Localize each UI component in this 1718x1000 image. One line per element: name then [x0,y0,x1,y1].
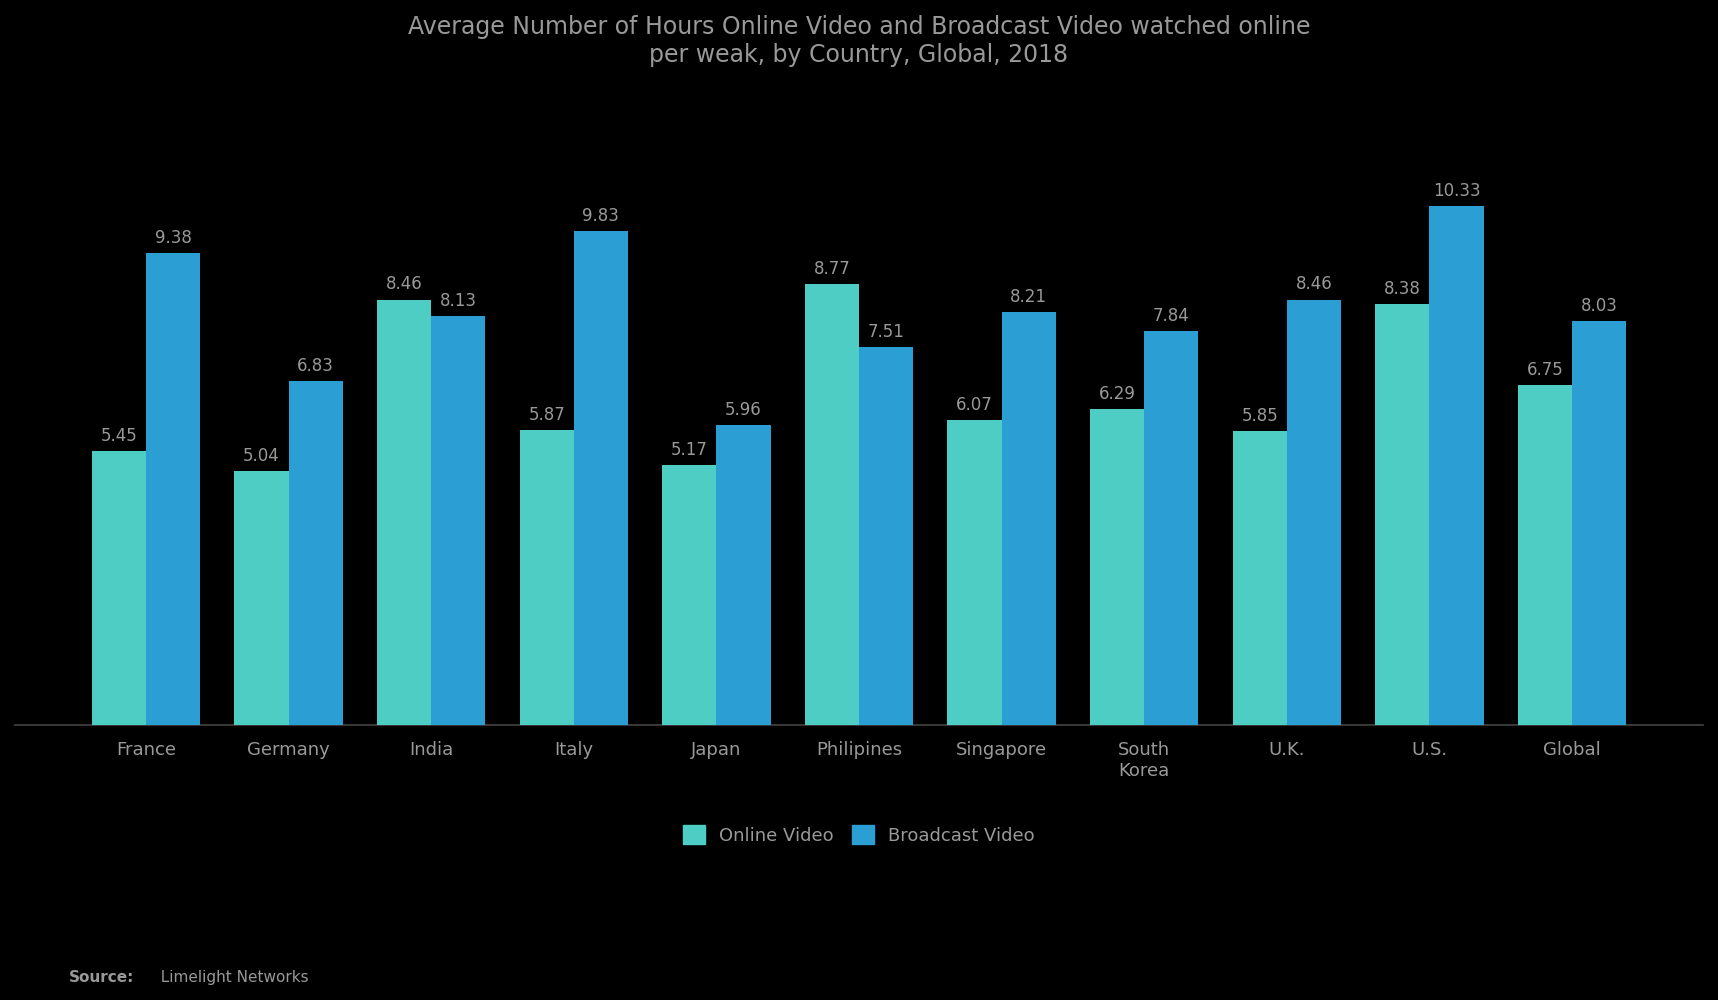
Text: 5.45: 5.45 [100,427,137,445]
Text: Source:: Source: [69,970,134,985]
Text: 8.03: 8.03 [1581,297,1618,315]
Bar [91,451,146,725]
Bar [376,300,431,725]
Text: 8.38: 8.38 [1385,280,1421,298]
Bar [1519,385,1572,725]
Bar [1287,300,1342,725]
Bar [1572,321,1627,725]
Text: 5.17: 5.17 [670,441,708,459]
Bar [519,430,574,725]
Bar [1232,431,1287,725]
Bar [1089,409,1144,725]
Bar [431,316,486,725]
Text: 5.85: 5.85 [1242,407,1278,425]
Text: 5.87: 5.87 [529,406,565,424]
Bar [804,284,859,725]
Text: 7.84: 7.84 [1153,307,1189,325]
Text: 8.77: 8.77 [814,260,850,278]
Bar [716,425,771,725]
Text: 5.04: 5.04 [242,447,280,465]
Text: 6.83: 6.83 [297,357,333,375]
Text: 10.33: 10.33 [1433,182,1481,200]
Text: 8.13: 8.13 [440,292,478,310]
Bar [1429,206,1484,725]
Bar [1144,331,1199,725]
Bar [859,347,914,725]
Title: Average Number of Hours Online Video and Broadcast Video watched online
per weak: Average Number of Hours Online Video and… [407,15,1311,67]
Text: 8.46: 8.46 [1295,275,1333,293]
Text: 6.07: 6.07 [957,396,993,414]
Text: 8.21: 8.21 [1010,288,1048,306]
Legend: Online Video, Broadcast Video: Online Video, Broadcast Video [673,816,1045,854]
Text: 7.51: 7.51 [868,323,905,341]
Text: 5.96: 5.96 [725,401,761,419]
Text: 6.75: 6.75 [1527,361,1563,379]
Bar [146,253,199,725]
Bar [574,231,629,725]
Text: 6.29: 6.29 [1100,385,1136,403]
Bar [1376,304,1429,725]
Bar [1002,312,1057,725]
Text: Limelight Networks: Limelight Networks [151,970,309,985]
Text: 9.83: 9.83 [582,207,618,225]
Bar [234,471,289,725]
Bar [947,420,1002,725]
Bar [661,465,716,725]
Text: 8.46: 8.46 [385,275,423,293]
Bar [289,381,342,725]
Text: 9.38: 9.38 [155,229,191,247]
